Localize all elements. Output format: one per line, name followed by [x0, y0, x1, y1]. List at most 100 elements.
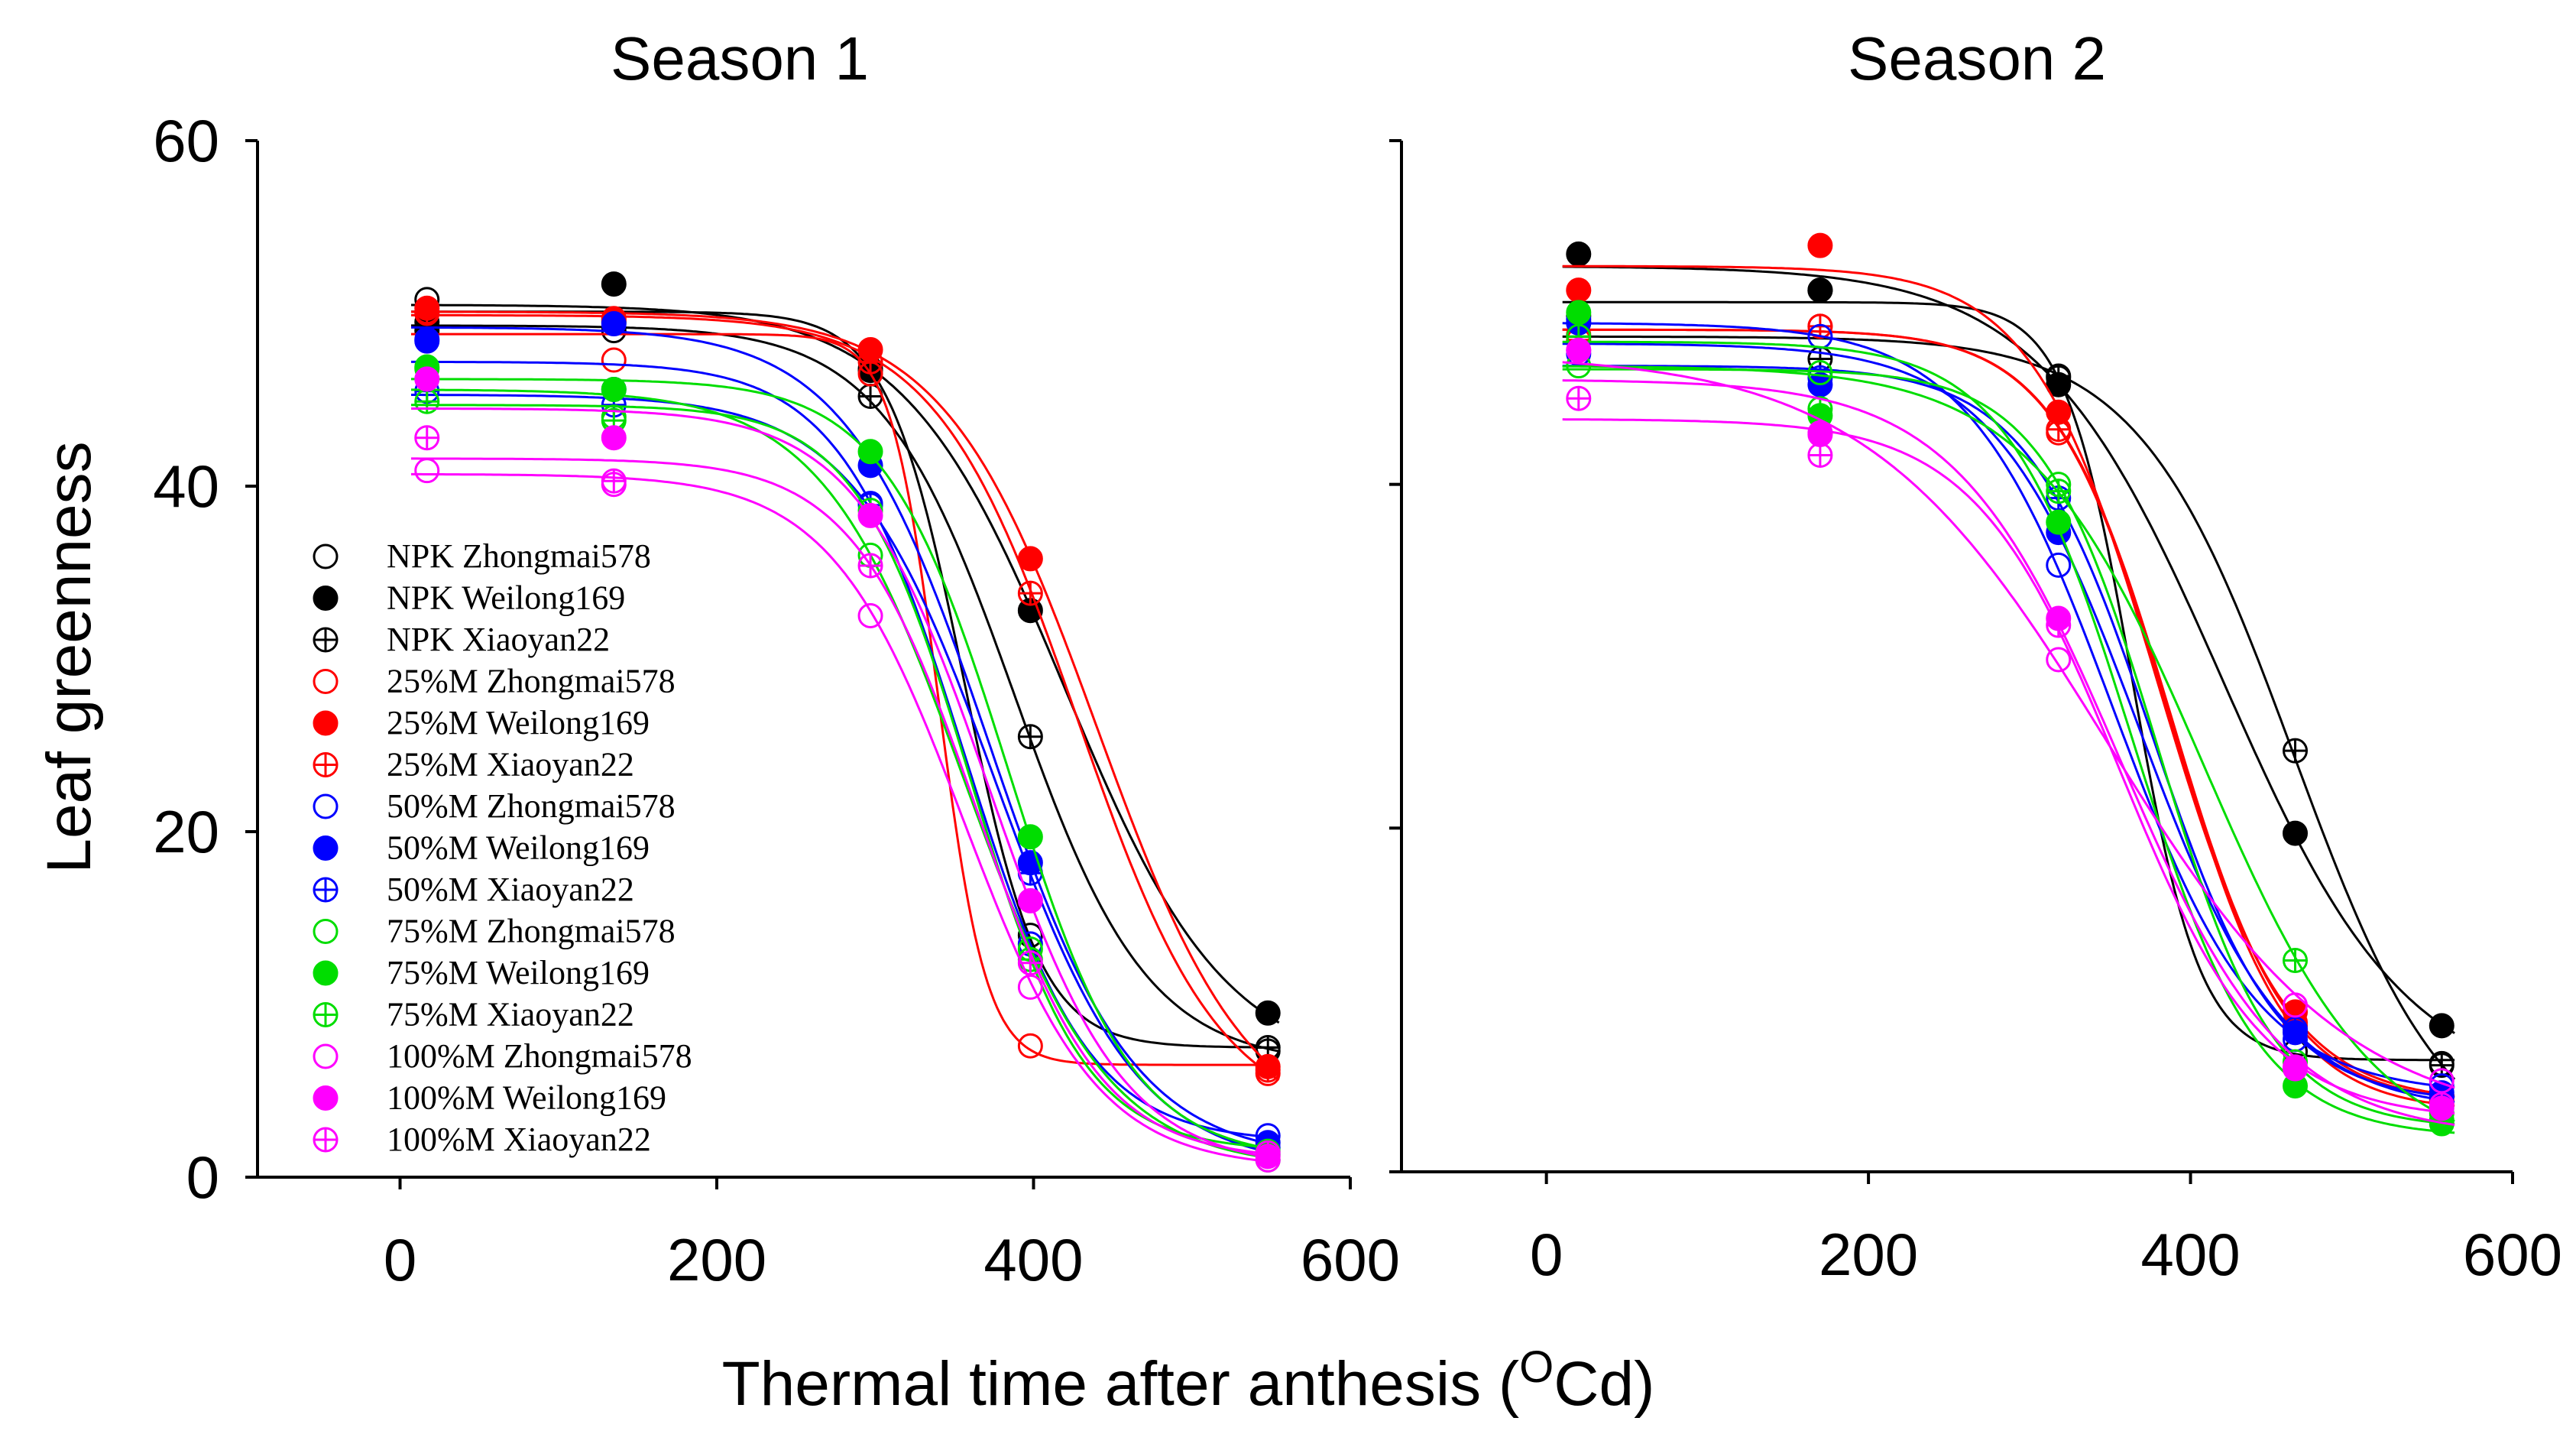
fitted-curve	[411, 404, 1279, 1150]
legend-label: 25%M Zhongmai578	[387, 663, 676, 700]
legend-label: NPK Weilong169	[387, 579, 625, 617]
legend-label: 100%M Weilong169	[387, 1079, 666, 1117]
fitted-curve	[1562, 379, 2455, 1126]
x-tick-label: 0	[1530, 1221, 1563, 1288]
data-point	[1807, 277, 1833, 303]
legend-label: 50%M Zhongmai578	[387, 787, 676, 825]
data-point	[1566, 385, 1592, 411]
legend-label: 75%M Zhongmai578	[387, 913, 676, 950]
legend-label: 75%M Weilong169	[387, 954, 650, 991]
fitted-curve	[411, 313, 1280, 1081]
data-point	[2283, 820, 2309, 846]
legend-marker	[313, 877, 339, 903]
data-point	[1017, 1033, 1043, 1059]
data-point	[601, 271, 627, 297]
fitted-curve	[1562, 264, 2455, 1097]
data-point	[1017, 950, 1043, 976]
data-point	[2429, 1013, 2454, 1039]
fitted-curve	[1562, 265, 2455, 1034]
y-tick-label: 20	[153, 798, 219, 865]
data-point	[2283, 738, 2309, 764]
legend-marker	[313, 1043, 339, 1069]
data-point	[2429, 1092, 2454, 1118]
legend-marker	[313, 960, 339, 986]
data-point	[1017, 887, 1043, 913]
legend-label: 100%M Xiaoyan22	[387, 1121, 651, 1158]
y-tick-label: 40	[153, 453, 219, 520]
data-point	[1807, 313, 1833, 339]
data-point	[1566, 337, 1592, 363]
data-point	[2046, 647, 2072, 673]
data-point	[1017, 546, 1043, 572]
data-point	[414, 299, 440, 325]
data-point	[857, 502, 883, 528]
data-point	[2046, 363, 2072, 389]
data-point	[1807, 365, 1833, 391]
data-point	[1566, 277, 1592, 303]
data-point	[414, 425, 440, 451]
legend-marker	[313, 1002, 339, 1027]
data-point	[601, 311, 627, 337]
fitted-curve	[1562, 365, 2455, 1123]
fitted-curve	[1562, 328, 2455, 1108]
legend-marker	[313, 919, 339, 944]
data-point	[2429, 1053, 2454, 1079]
data-point	[1807, 360, 1833, 386]
data-point	[2283, 947, 2309, 973]
fitted-curve	[1562, 342, 2455, 1104]
legend-marker	[313, 669, 339, 694]
x-tick-label: 400	[2140, 1221, 2240, 1288]
fitted-curve	[411, 360, 1279, 1140]
fitted-curve	[411, 472, 1279, 1164]
legend-label: NPK Zhongmai578	[387, 537, 651, 575]
data-point	[1566, 300, 1592, 326]
data-point	[1017, 974, 1043, 1000]
fitted-curve	[411, 310, 1280, 1075]
fitted-curve	[411, 326, 1279, 1147]
legend-label: 75%M Xiaoyan22	[387, 996, 634, 1033]
fitted-curve	[1562, 368, 2455, 1126]
fitted-curve	[1562, 340, 2455, 1134]
data-point	[2046, 479, 2072, 505]
legend-marker	[313, 543, 339, 569]
y-axis-label: Leaf greenness	[34, 441, 104, 873]
data-point	[601, 347, 627, 373]
fitted-curve	[1562, 300, 2455, 1062]
data-point	[414, 366, 440, 392]
legend-label: 100%M Zhongmai578	[387, 1037, 692, 1075]
data-point	[1017, 724, 1043, 750]
data-point	[2283, 1054, 2309, 1080]
data-point	[1255, 1000, 1281, 1026]
fitted-curve	[1562, 328, 2455, 1098]
fitted-curve	[411, 324, 1280, 1053]
chart-title: Season 1	[611, 24, 869, 92]
data-point	[1807, 232, 1833, 258]
data-point	[2046, 417, 2072, 443]
legend-label: NPK Xiaoyan22	[387, 621, 610, 658]
data-point	[601, 468, 627, 494]
fitted-curve	[1562, 418, 2455, 1115]
data-point	[1255, 1057, 1281, 1083]
x-tick-label: 200	[1819, 1221, 1918, 1288]
x-tick-label: 200	[667, 1226, 766, 1293]
data-point	[2046, 552, 2072, 578]
legend-marker	[313, 752, 339, 777]
legend-marker	[313, 793, 339, 819]
data-point	[414, 326, 440, 352]
data-point	[2283, 992, 2309, 1018]
data-point	[857, 553, 883, 579]
data-point	[1017, 580, 1043, 606]
data-point	[857, 439, 883, 465]
data-point	[2046, 509, 2072, 535]
season-2-chart: Season 2 0 200 400 600	[1389, 24, 2562, 1288]
legend-label: 50%M Weilong169	[387, 829, 650, 867]
y-tick-label: 60	[153, 107, 219, 174]
data-point	[857, 349, 883, 375]
data-point	[414, 458, 440, 484]
fitted-curve	[411, 388, 1279, 1161]
fitted-curve	[1562, 365, 2455, 1098]
x-tick-label: 600	[1301, 1226, 1400, 1293]
x-axis-label-superscript: O	[1519, 1342, 1554, 1392]
